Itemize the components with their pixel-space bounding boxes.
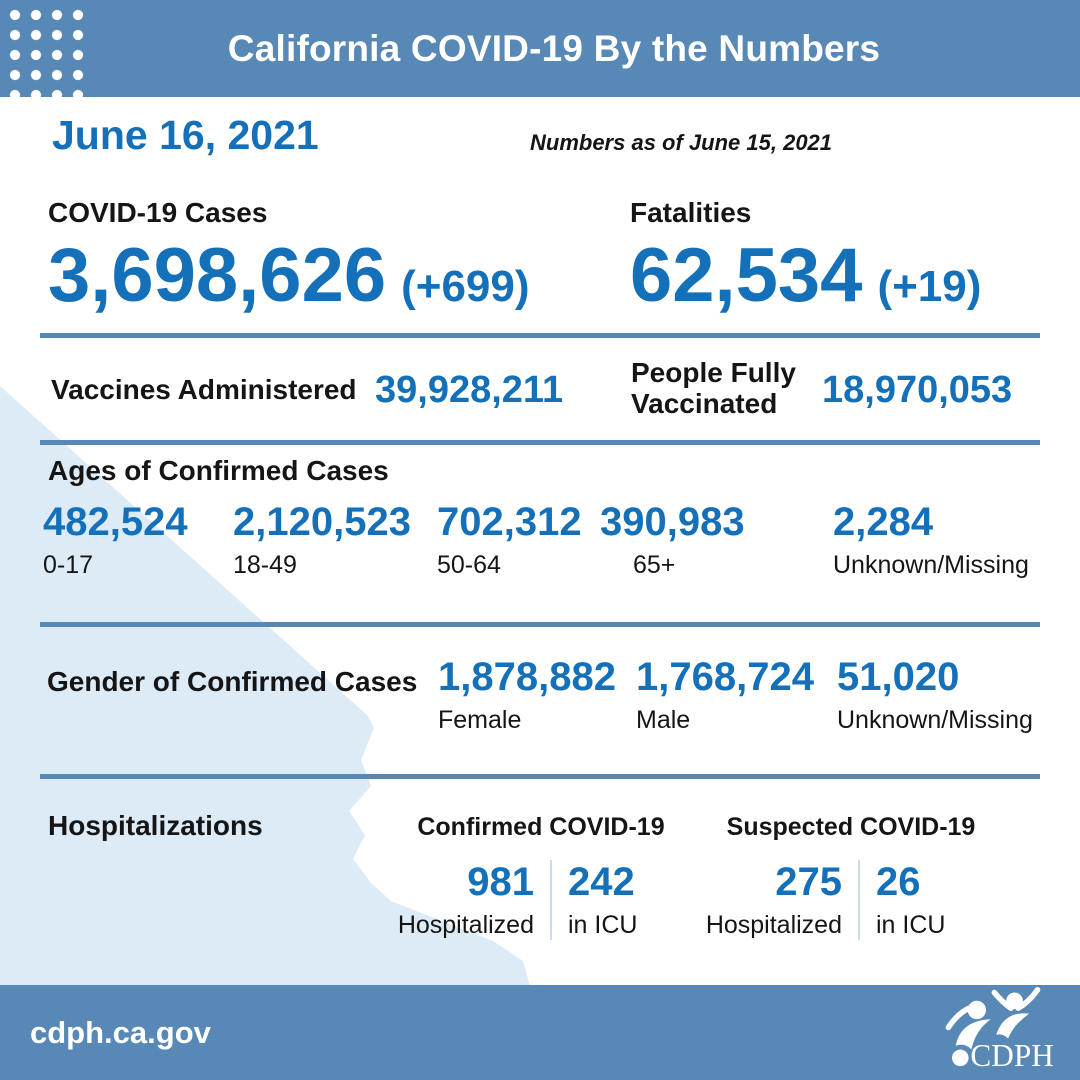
confirmed-hospitalized-label: Hospitalized <box>397 911 534 939</box>
cases-value: 3,698,626 <box>48 233 387 318</box>
suspected-icu-col: 26 in ICU <box>860 860 1020 940</box>
fully-vaccinated-label: People Fully Vaccinated <box>631 357 796 419</box>
suspected-icu-value: 26 <box>876 860 921 904</box>
section-divider <box>40 440 1040 445</box>
gender-group-label: Male <box>636 706 691 734</box>
fully-vaccinated-value: 18,970,053 <box>822 369 1013 411</box>
age-group-label: 50-64 <box>437 551 501 579</box>
fatalities-value: 62,534 <box>630 233 863 318</box>
age-group-label: 18-49 <box>233 551 297 579</box>
vaccines-value: 39,928,211 <box>375 369 564 411</box>
dot-pattern-decoration <box>5 5 92 97</box>
age-group-value: 390,983 <box>600 500 745 544</box>
age-group-value: 702,312 <box>437 500 582 544</box>
age-group-label: 0-17 <box>43 551 94 579</box>
age-group-label: 65+ <box>633 551 676 579</box>
age-group: 2,120,523 18-49 <box>233 500 411 580</box>
suspected-covid-header: Suspected COVID-19 <box>726 813 976 841</box>
age-group: 2,284 Unknown/Missing <box>833 500 1029 580</box>
gender-group-value: 51,020 <box>837 655 960 699</box>
section-divider <box>40 333 1040 338</box>
gender-group: 1,878,882 Female <box>438 655 616 735</box>
suspected-hospitalized-label: Hospitalized <box>705 911 842 939</box>
vertical-separator <box>550 860 552 940</box>
age-group: 482,524 0-17 <box>43 500 188 580</box>
vaccines-label: Vaccines Administered <box>51 374 357 405</box>
section-divider <box>40 622 1040 627</box>
confirmed-hosp-group: 981 Hospitalized 242 in ICU <box>360 860 712 940</box>
cdph-logo-graphic: CDPH <box>945 986 1054 1073</box>
report-date: June 16, 2021 <box>52 112 319 158</box>
age-group: 702,312 50-64 <box>437 500 582 580</box>
fatalities-label: Fatalities <box>630 197 752 228</box>
gender-group: 51,020 Unknown/Missing <box>837 655 1033 735</box>
fatalities-value-row: 62,534 (+19) <box>630 238 981 314</box>
as-of-note: Numbers as of June 15, 2021 <box>530 130 833 155</box>
hospitalizations-section-label: Hospitalizations <box>48 810 263 841</box>
vertical-separator <box>858 860 860 940</box>
age-group: 390,983 65+ <box>600 500 745 580</box>
gender-section-label: Gender of Confirmed Cases <box>47 666 418 697</box>
suspected-hosp-group: 275 Hospitalized 26 in ICU <box>668 860 1020 940</box>
cases-value-row: 3,698,626 (+699) <box>48 238 530 314</box>
age-group-value: 2,284 <box>833 500 934 544</box>
age-group-label: Unknown/Missing <box>833 551 1029 579</box>
page-title: California COVID-19 By the Numbers <box>227 27 881 69</box>
cases-label: COVID-19 Cases <box>48 197 268 228</box>
ages-section-label: Ages of Confirmed Cases <box>48 455 389 486</box>
confirmed-icu-label: in ICU <box>568 911 638 939</box>
age-group-value: 2,120,523 <box>233 500 411 544</box>
footer-url: cdph.ca.gov <box>30 1014 211 1050</box>
gender-group-label: Female <box>438 706 522 734</box>
section-divider <box>40 774 1040 779</box>
confirmed-icu-value: 242 <box>568 860 635 904</box>
cases-delta: (+699) <box>401 262 530 311</box>
gender-group-value: 1,768,724 <box>636 655 814 699</box>
footer-band: cdph.ca.gov CDPH <box>0 985 1080 1080</box>
confirmed-hospitalized-col: 981 Hospitalized <box>360 860 550 940</box>
confirmed-hospitalized-value: 981 <box>467 860 534 904</box>
cdph-logo: CDPH <box>932 985 1064 1080</box>
header-band: California COVID-19 By the Numbers <box>0 0 1080 97</box>
suspected-icu-label: in ICU <box>876 911 946 939</box>
confirmed-covid-header: Confirmed COVID-19 <box>417 813 665 841</box>
age-group-value: 482,524 <box>43 500 188 544</box>
gender-group: 1,768,724 Male <box>636 655 814 735</box>
fatalities-delta: (+19) <box>877 262 982 311</box>
confirmed-icu-col: 242 in ICU <box>552 860 712 940</box>
gender-group-value: 1,878,882 <box>438 655 616 699</box>
suspected-hospitalized-value: 275 <box>775 860 842 904</box>
cdph-logo-text: CDPH <box>970 1038 1053 1073</box>
suspected-hospitalized-col: 275 Hospitalized <box>668 860 858 940</box>
gender-group-label: Unknown/Missing <box>837 706 1033 734</box>
